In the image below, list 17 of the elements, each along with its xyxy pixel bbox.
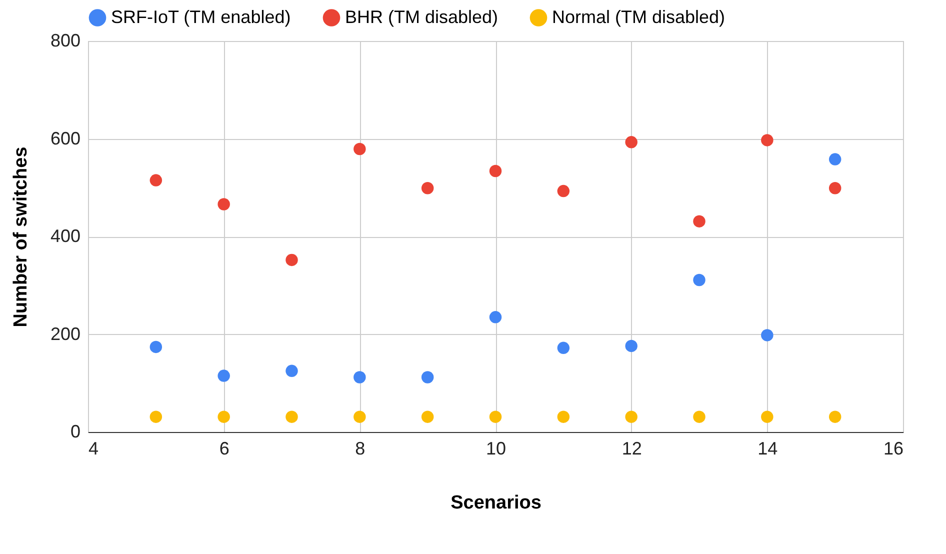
y-tick-label: 200 (50, 324, 80, 344)
y-axis-title: Number of switches (10, 146, 32, 328)
y-tick-label: 0 (70, 422, 80, 442)
x-tick-label: 14 (758, 438, 778, 458)
x-tick-label: 6 (219, 438, 230, 458)
x-axis-title: Scenarios (450, 492, 542, 514)
x-tick-label: 12 (622, 438, 642, 458)
legend-label: BHR (TM disabled) (345, 6, 498, 27)
legend-label: Normal (TM disabled) (552, 6, 726, 27)
x-tick-label: 16 (883, 438, 904, 458)
x-tick-label: 10 (486, 438, 506, 458)
x-tick-label: 8 (355, 438, 366, 458)
y-tick-label: 600 (50, 128, 80, 148)
x-tick-label: 4 (88, 438, 99, 458)
y-tick-label: 400 (50, 226, 80, 246)
legend-label: SRF-IoT (TM enabled) (111, 6, 291, 27)
y-tick-label: 800 (50, 30, 80, 50)
